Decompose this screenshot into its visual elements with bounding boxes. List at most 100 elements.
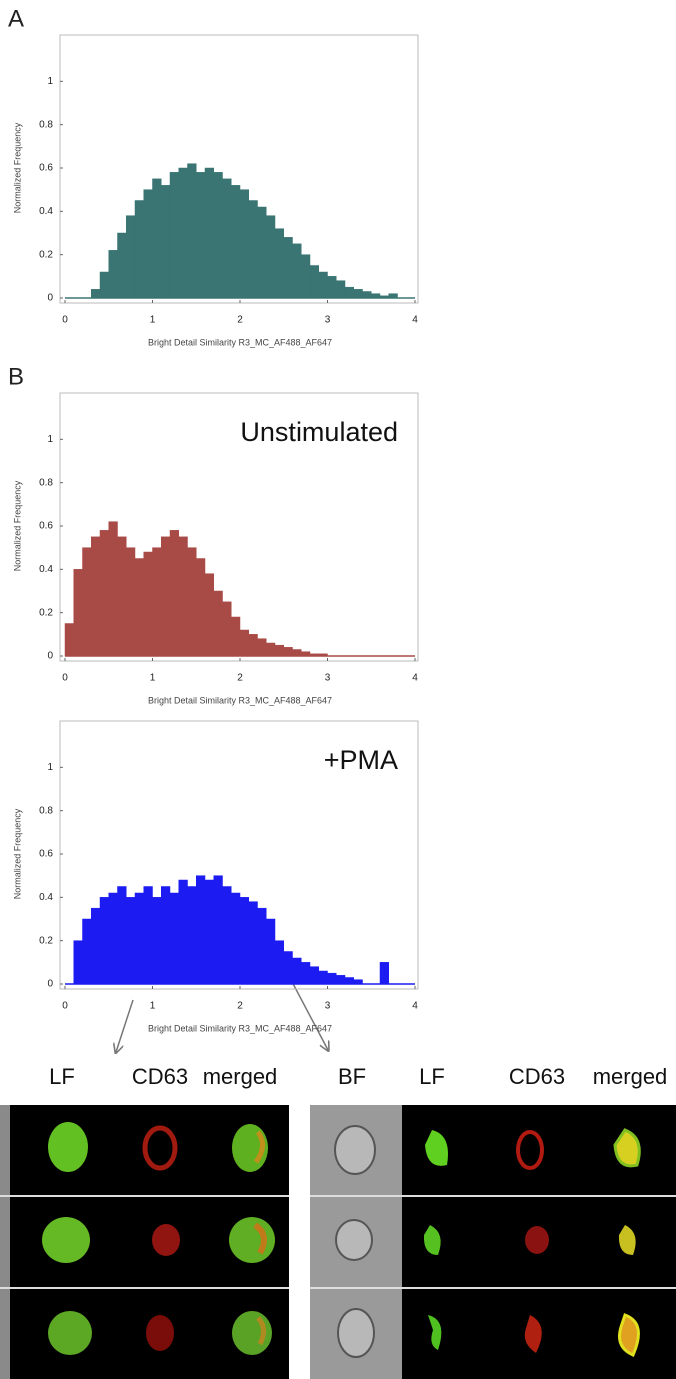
column-label: BF <box>338 1064 366 1089</box>
bar <box>283 951 293 985</box>
bar <box>301 962 311 985</box>
bar <box>82 918 92 985</box>
bar <box>257 206 267 299</box>
y-tick-label: 0.6 <box>39 163 53 174</box>
bar <box>266 215 276 299</box>
bar <box>117 232 127 299</box>
bar <box>152 897 162 985</box>
bar <box>222 601 232 657</box>
x-axis-label: Bright Detail Similarity R3_MC_AF488_AF6… <box>148 1023 332 1033</box>
bar <box>248 634 258 657</box>
bar <box>126 897 136 985</box>
y-tick-label: 0.4 <box>39 206 53 217</box>
bar <box>117 886 127 985</box>
bar <box>117 536 127 657</box>
arrow <box>116 999 134 1052</box>
bar <box>91 907 101 985</box>
bar <box>73 569 83 657</box>
bar <box>231 185 241 299</box>
bar <box>126 215 136 299</box>
bar <box>161 185 171 299</box>
y-tick-label: 0.2 <box>39 607 53 618</box>
bar <box>134 892 144 985</box>
bar <box>248 200 258 299</box>
x-axis-label: Bright Detail Similarity R3_MC_AF488_AF6… <box>148 337 332 347</box>
bar <box>134 200 144 299</box>
x-tick-label: 0 <box>62 673 68 684</box>
x-tick-label: 2 <box>237 673 243 684</box>
bar <box>196 875 206 985</box>
x-tick-label: 2 <box>237 1001 243 1012</box>
x-axis-label: Bright Detail Similarity R3_MC_AF488_AF6… <box>148 695 332 705</box>
column-label: CD63 <box>509 1064 565 1089</box>
bar <box>204 167 214 299</box>
column-label: CD63 <box>132 1064 188 1089</box>
annotation: +PMA <box>324 745 398 775</box>
y-tick-label: 0.4 <box>39 892 53 903</box>
x-tick-label: 1 <box>150 673 156 684</box>
bar <box>336 975 346 985</box>
bar <box>108 521 118 657</box>
y-tick-label: 0 <box>47 651 53 662</box>
bar <box>134 558 144 657</box>
y-axis-label: Normalized Frequency <box>12 808 22 899</box>
bar <box>169 530 179 657</box>
bar <box>99 897 109 985</box>
y-tick-label: 0.8 <box>39 119 53 130</box>
x-tick-label: 4 <box>412 673 418 684</box>
bar <box>204 573 214 657</box>
bar <box>99 271 109 299</box>
bar <box>231 892 241 985</box>
bar <box>257 907 267 985</box>
bar <box>239 897 249 985</box>
annotation: Unstimulated <box>240 417 398 447</box>
bar <box>169 892 179 985</box>
y-tick-label: 1 <box>47 762 53 773</box>
y-tick-label: 0.6 <box>39 849 53 860</box>
bar <box>283 647 293 657</box>
plot-frame <box>59 392 419 662</box>
bar <box>336 280 346 299</box>
column-label: merged <box>593 1064 668 1089</box>
bar <box>178 536 188 657</box>
bar <box>152 178 162 299</box>
bar <box>213 172 223 299</box>
bar <box>169 172 179 299</box>
bar <box>204 879 214 985</box>
x-tick-label: 0 <box>62 315 68 326</box>
bar <box>292 243 302 299</box>
bar <box>91 536 101 657</box>
plot-frame <box>59 34 419 304</box>
bar <box>222 178 232 299</box>
bar <box>301 254 311 299</box>
arrow <box>289 977 328 1050</box>
bar <box>257 638 267 657</box>
bar <box>187 547 197 657</box>
bar <box>64 623 74 657</box>
bar <box>274 940 284 985</box>
bar <box>327 276 337 299</box>
bar <box>344 286 354 299</box>
bar <box>327 972 337 985</box>
bar <box>82 547 92 657</box>
x-tick-label: 4 <box>412 315 418 326</box>
bar <box>213 590 223 657</box>
bar <box>318 271 328 299</box>
bar <box>309 265 319 299</box>
plot-frame <box>59 720 419 990</box>
bar <box>239 629 249 657</box>
bar <box>73 940 83 985</box>
bar <box>292 649 302 657</box>
bar <box>126 547 136 657</box>
x-tick-label: 0 <box>62 1001 68 1012</box>
column-label: merged <box>203 1064 278 1089</box>
bar <box>222 886 232 985</box>
image-panel-right <box>310 1105 676 1379</box>
bar <box>196 558 206 657</box>
y-tick-label: 0.6 <box>39 521 53 532</box>
bar <box>239 189 249 299</box>
panel-label: B <box>8 363 24 390</box>
y-tick-label: 0 <box>47 293 53 304</box>
bar <box>152 547 162 657</box>
